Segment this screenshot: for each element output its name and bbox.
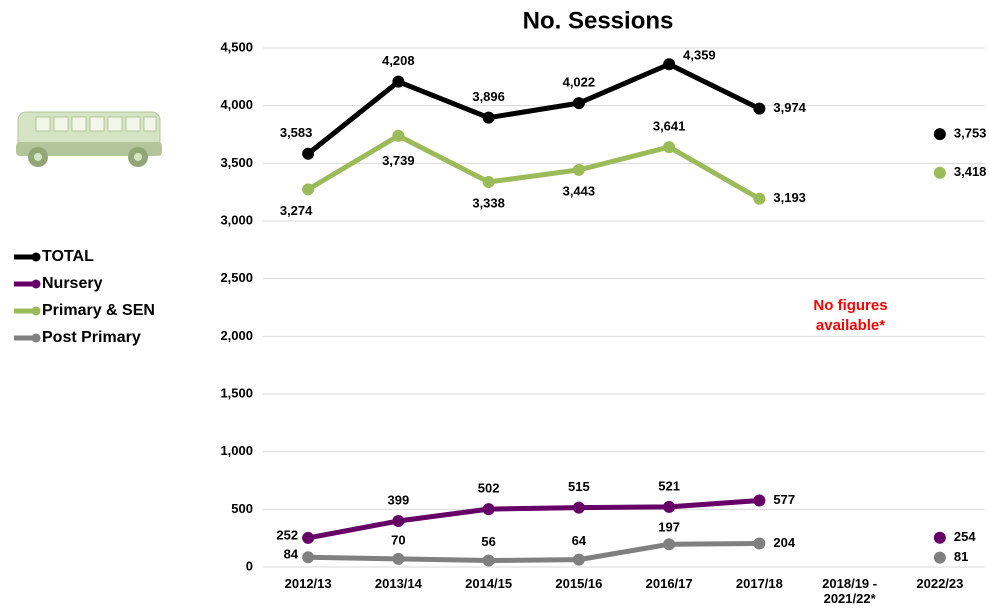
data-label: 3,418: [954, 164, 987, 179]
legend-marker: [31, 333, 41, 343]
data-point: [392, 129, 405, 142]
data-point: [572, 97, 585, 110]
data-label: 3,739: [382, 153, 415, 168]
y-tick-label: 500: [231, 501, 253, 516]
data-point: [302, 183, 315, 196]
data-label: 84: [284, 547, 299, 562]
y-tick-label: 0: [246, 558, 253, 573]
y-tick-label: 4,000: [220, 97, 253, 112]
data-point: [663, 500, 676, 513]
data-label: 64: [572, 533, 587, 548]
y-tick-label: 2,500: [220, 270, 253, 285]
data-label: 3,974: [773, 100, 806, 115]
x-tick-label: 2018/19 - 2021/22*: [822, 576, 878, 606]
legend-marker: [31, 252, 41, 262]
x-tick-label: 2012/13: [284, 576, 332, 591]
data-label: 252: [276, 527, 298, 542]
data-label: 3,896: [472, 89, 505, 104]
legend-label: Nursery: [42, 275, 103, 292]
legend-label: TOTAL: [42, 248, 94, 265]
data-point: [663, 141, 676, 154]
y-tick-label: 2,000: [220, 328, 253, 343]
bus-icon: [16, 111, 162, 167]
y-tick-label: 4,500: [220, 39, 253, 54]
data-label: 399: [388, 492, 410, 507]
data-point: [482, 176, 495, 189]
y-tick-label: 1,500: [220, 385, 253, 400]
data-label: 4,359: [683, 48, 716, 63]
x-tick-label: 2014/15: [465, 576, 513, 591]
data-point: [482, 554, 495, 567]
data-label: 3,274: [280, 203, 313, 218]
data-point: [933, 531, 946, 544]
x-tick-label: 2017/18: [735, 576, 783, 591]
data-label: 577: [773, 492, 795, 507]
data-point: [933, 128, 946, 141]
data-label: 56: [481, 534, 495, 549]
data-point: [302, 531, 315, 544]
data-point: [392, 75, 405, 88]
data-label: 515: [568, 479, 590, 494]
x-tick-label: 2013/14: [374, 576, 422, 591]
data-point: [302, 551, 315, 564]
data-point: [753, 192, 766, 205]
data-label: 197: [658, 520, 680, 535]
x-tick-label: 2015/16: [555, 576, 603, 591]
data-point: [572, 163, 585, 176]
data-point: [753, 494, 766, 507]
data-point: [572, 553, 585, 566]
data-label: 4,208: [382, 53, 415, 68]
legend-label: Post Primary: [42, 329, 141, 346]
legend-marker: [31, 306, 41, 316]
data-point: [933, 551, 946, 564]
data-point: [933, 166, 946, 179]
data-point: [392, 552, 405, 565]
data-label: 204: [773, 535, 795, 550]
legend-label: Primary & SEN: [42, 302, 155, 319]
data-label: 254: [954, 529, 976, 544]
data-label: 3,193: [773, 190, 806, 205]
data-point: [753, 102, 766, 115]
data-label: 3,753: [954, 126, 987, 141]
annotation: No figures available*: [813, 297, 888, 334]
data-point: [482, 503, 495, 516]
data-point: [302, 147, 315, 160]
data-label: 3,641: [653, 119, 686, 134]
data-point: [663, 538, 676, 551]
data-label: 3,583: [280, 125, 313, 140]
chart-title: No. Sessions: [523, 7, 674, 34]
legend-marker: [31, 279, 41, 289]
data-label: 3,338: [472, 195, 505, 210]
data-label: 70: [391, 532, 405, 547]
data-point: [392, 514, 405, 527]
y-tick-label: 1,000: [220, 443, 253, 458]
data-label: 3,443: [563, 183, 596, 198]
data-label: 521: [658, 478, 680, 493]
data-label: 4,022: [563, 75, 596, 90]
data-label: 502: [478, 481, 500, 496]
y-tick-label: 3,000: [220, 212, 253, 227]
data-point: [663, 58, 676, 71]
x-tick-label: 2016/17: [645, 576, 693, 591]
x-tick-label: 2022/23: [916, 576, 964, 591]
data-point: [572, 501, 585, 514]
data-point: [482, 111, 495, 124]
y-tick-label: 3,500: [220, 155, 253, 170]
data-label: 81: [954, 549, 968, 564]
data-point: [753, 537, 766, 550]
